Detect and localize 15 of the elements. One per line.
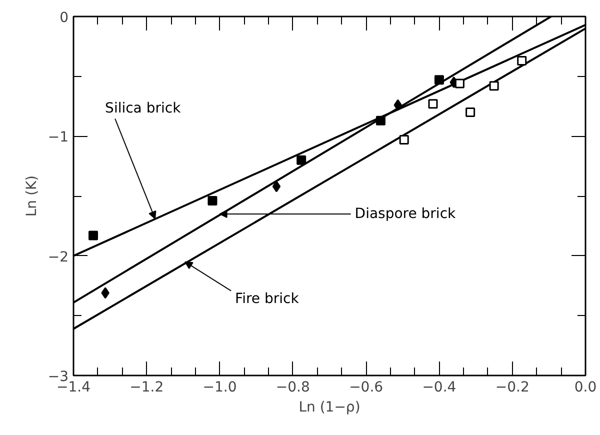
x-tick-label: 0.0 xyxy=(574,380,597,396)
x-tick-label: −0.8 xyxy=(276,380,310,396)
annotation: Diaspore brick xyxy=(354,206,457,222)
x-tick-label: −0.6 xyxy=(349,380,384,396)
x-tick-label: −0.4 xyxy=(422,380,456,396)
y-tick-label: 0 xyxy=(60,10,69,26)
x-tick-label: −0.2 xyxy=(495,380,530,396)
annotation: Silica brick xyxy=(105,100,182,117)
x-tick-label: −1.2 xyxy=(130,380,164,396)
y-tick-label: −1 xyxy=(48,130,69,146)
x-axis-title: Ln (1−ρ) xyxy=(298,400,360,416)
x-tick-label: −1.0 xyxy=(202,380,237,396)
y-tick-label: −2 xyxy=(48,249,69,266)
y-axis-title: Ln (K) xyxy=(24,175,40,217)
annotation: Fire brick xyxy=(235,290,300,307)
